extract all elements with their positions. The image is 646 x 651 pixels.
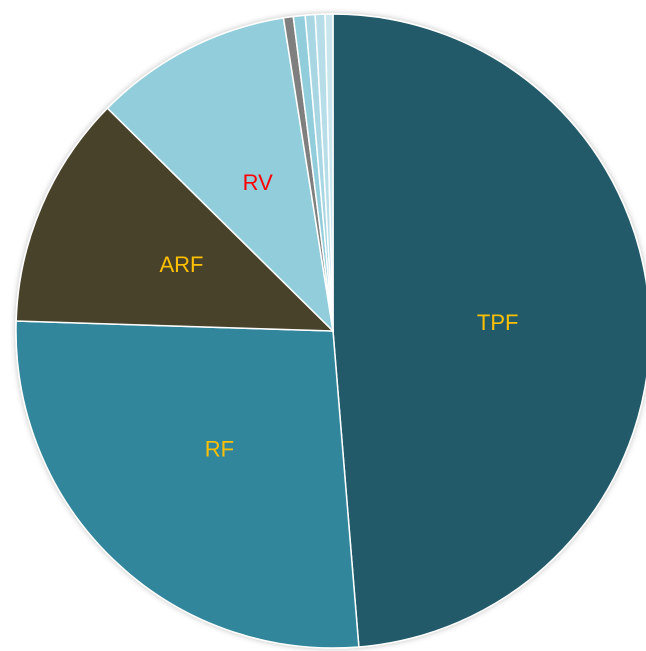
- slice-label: RV: [243, 170, 273, 195]
- pie-slice: [332, 13, 646, 648]
- labels: TPF RF ARF RV: [160, 170, 519, 461]
- pie: [15, 13, 646, 649]
- slice-label: ARF: [160, 252, 204, 277]
- pie-slice: [15, 107, 334, 332]
- slice-label: TPF: [477, 310, 519, 335]
- slice-label: RF: [205, 436, 234, 461]
- pie-slice: [324, 13, 334, 332]
- pie-slice: [106, 17, 334, 332]
- pie-slice: [15, 320, 360, 649]
